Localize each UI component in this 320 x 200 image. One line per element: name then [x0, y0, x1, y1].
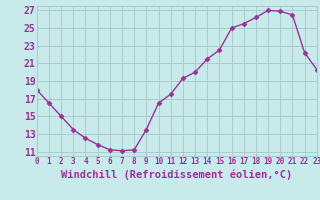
- X-axis label: Windchill (Refroidissement éolien,°C): Windchill (Refroidissement éolien,°C): [61, 169, 292, 180]
